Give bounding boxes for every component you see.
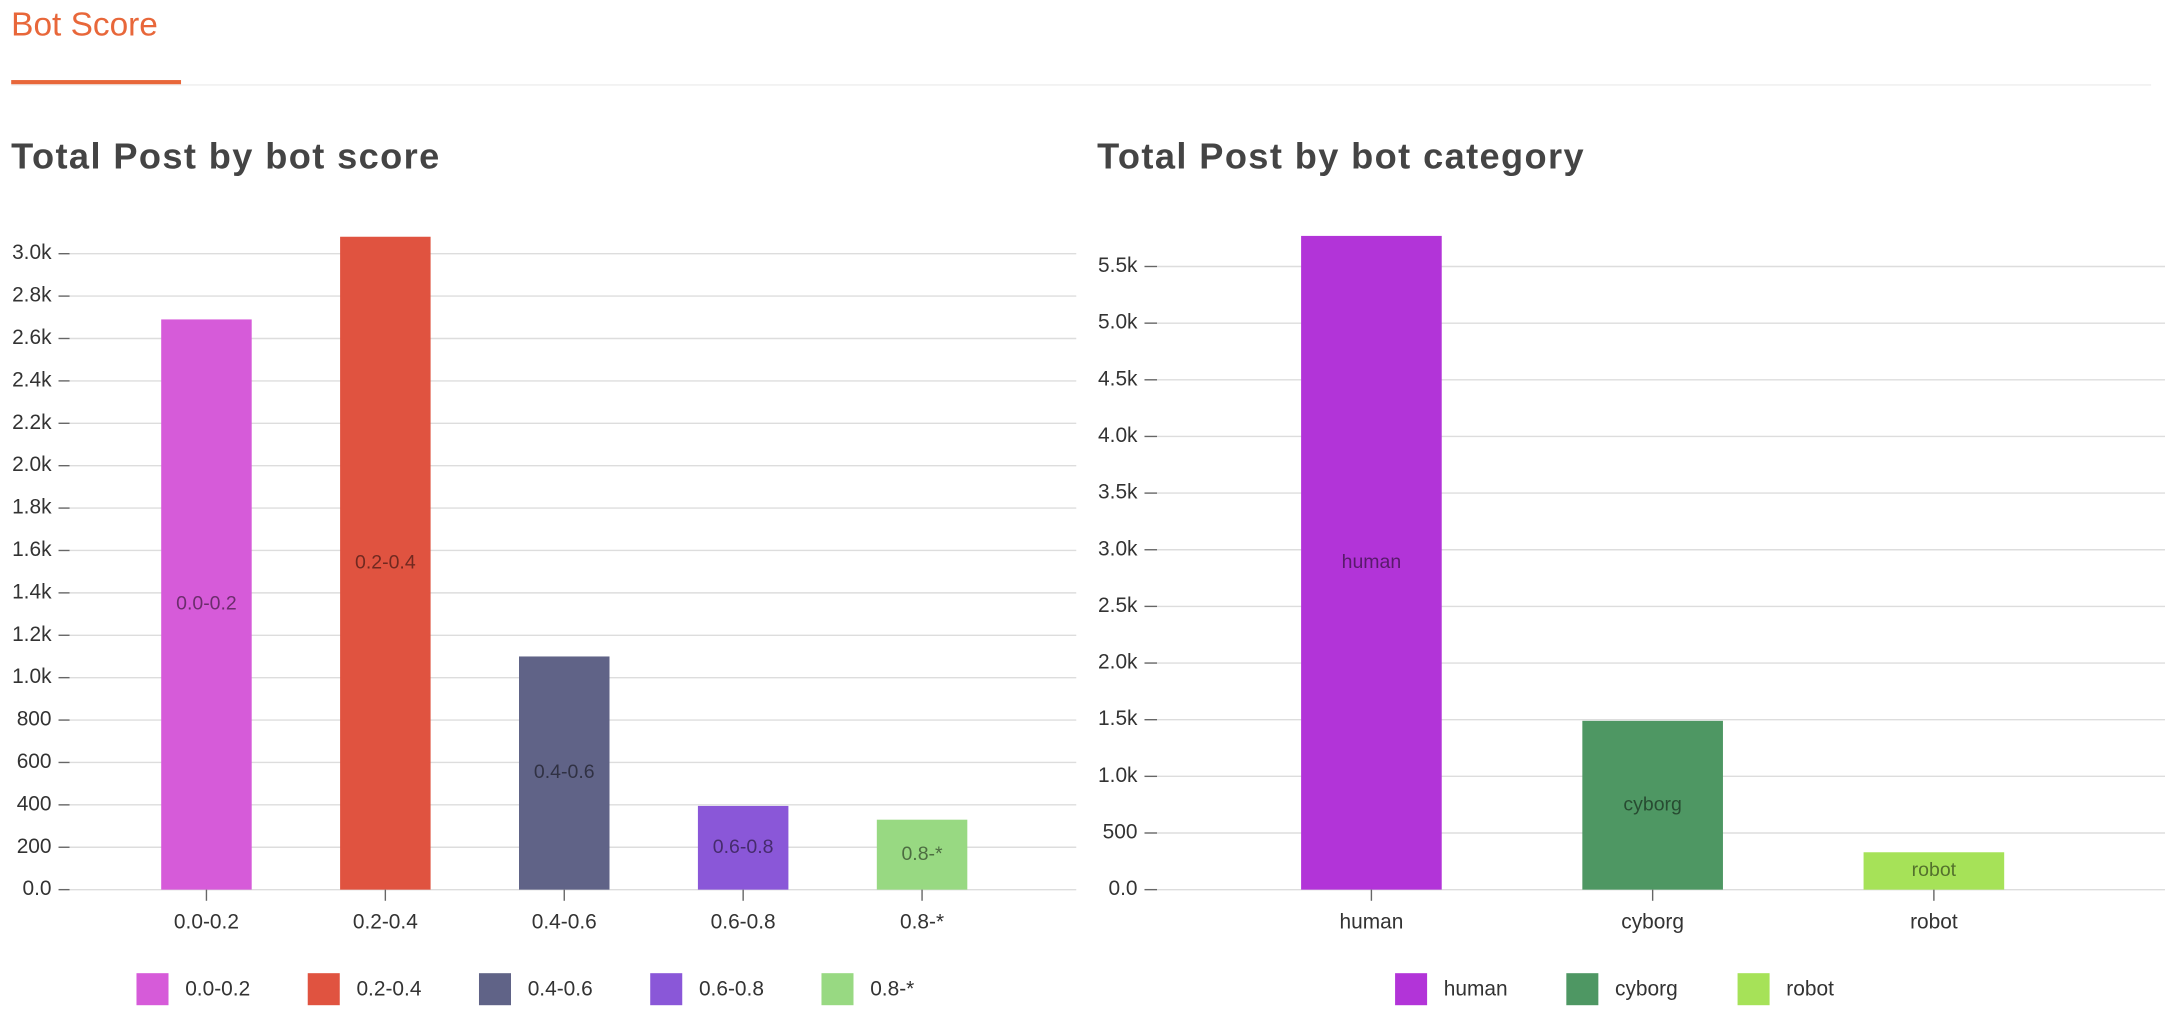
y-tick-label: 2.2k bbox=[12, 411, 52, 434]
legend-swatch bbox=[1737, 973, 1770, 1006]
y-tick-label: 2.6k bbox=[12, 326, 52, 349]
bar-label: robot bbox=[1912, 859, 1957, 881]
y-tick-label: 1.6k bbox=[12, 538, 52, 561]
legend-swatch bbox=[650, 973, 683, 1006]
bar bbox=[340, 236, 431, 890]
bar bbox=[161, 319, 252, 890]
y-tick-label: 600 bbox=[17, 750, 52, 773]
legend-swatch bbox=[821, 973, 854, 1006]
bar-label: cyborg bbox=[1623, 793, 1681, 815]
y-tick-label: 200 bbox=[17, 835, 52, 858]
legend-label: 0.2-0.4 bbox=[356, 977, 421, 1000]
y-tick-label: 0.0 bbox=[23, 877, 52, 900]
legend-swatch bbox=[1566, 973, 1599, 1006]
legend-label: cyborg bbox=[1615, 977, 1678, 1000]
bar-label: 0.6-0.8 bbox=[713, 836, 774, 858]
y-tick-label: 1.0k bbox=[1098, 764, 1138, 787]
legend-label: 0.0-0.2 bbox=[185, 977, 250, 1000]
x-tick-label: 0.2-0.4 bbox=[353, 911, 418, 934]
y-tick-label: 2.4k bbox=[12, 368, 52, 391]
y-tick-label: 1.5k bbox=[1098, 707, 1138, 730]
legend-swatch bbox=[1395, 973, 1428, 1006]
y-tick-label: 2.0k bbox=[12, 453, 52, 476]
legend-label: human bbox=[1444, 977, 1508, 1000]
bar-label: 0.4-0.6 bbox=[534, 761, 595, 783]
y-tick-label: 1.4k bbox=[12, 580, 52, 603]
legend-label: 0.4-0.6 bbox=[528, 977, 593, 1000]
y-tick-label: 400 bbox=[17, 792, 52, 815]
legend-swatch bbox=[478, 973, 512, 1006]
x-tick-label: 0.4-0.6 bbox=[532, 911, 597, 934]
x-tick-label: 0.8-* bbox=[900, 911, 944, 934]
bar bbox=[1582, 720, 1723, 890]
bar-label: human bbox=[1342, 551, 1402, 573]
y-tick-label: 4.5k bbox=[1098, 367, 1138, 390]
bar-label: 0.8-* bbox=[901, 843, 943, 865]
y-tick-label: 4.0k bbox=[1098, 424, 1138, 447]
bar-label: 0.0-0.2 bbox=[176, 593, 237, 615]
chart-title: Total Post by bot category bbox=[1097, 135, 1585, 176]
bar bbox=[697, 805, 789, 890]
y-tick-label: 1.2k bbox=[12, 623, 52, 646]
x-tick-label: robot bbox=[1910, 911, 1958, 934]
tab-underline bbox=[11, 80, 182, 85]
legend-swatch bbox=[136, 973, 169, 1006]
y-tick-label: 2.5k bbox=[1098, 594, 1138, 617]
bar bbox=[1863, 852, 2005, 890]
x-tick-label: 0.6-0.8 bbox=[711, 911, 776, 934]
y-tick-label: 800 bbox=[17, 708, 52, 731]
legend-label: 0.6-0.8 bbox=[699, 977, 764, 1000]
y-tick-label: 5.5k bbox=[1098, 254, 1138, 277]
y-tick-label: 1.8k bbox=[12, 496, 52, 519]
chart-title: Total Post by bot score bbox=[11, 135, 440, 176]
bar bbox=[519, 656, 610, 890]
x-tick-label: cyborg bbox=[1621, 911, 1684, 934]
tab-title[interactable]: Bot Score bbox=[11, 6, 158, 43]
y-tick-label: 2.0k bbox=[1098, 651, 1138, 674]
x-tick-label: 0.0-0.2 bbox=[174, 911, 239, 934]
bar bbox=[1301, 235, 1442, 890]
y-tick-label: 3.5k bbox=[1098, 481, 1138, 504]
y-tick-label: 5.0k bbox=[1098, 311, 1138, 334]
bar bbox=[876, 819, 968, 890]
legend-label: robot bbox=[1786, 977, 1834, 1000]
legend-swatch bbox=[307, 973, 340, 1006]
legend-label: 0.8-* bbox=[870, 977, 914, 1000]
y-tick-label: 3.0k bbox=[12, 241, 52, 264]
y-tick-label: 500 bbox=[1103, 821, 1138, 844]
y-tick-label: 0.0 bbox=[1108, 877, 1137, 900]
x-tick-label: human bbox=[1339, 911, 1403, 934]
y-tick-label: 1.0k bbox=[12, 665, 52, 688]
bar-label: 0.2-0.4 bbox=[355, 551, 416, 573]
y-tick-label: 2.8k bbox=[12, 284, 52, 307]
y-tick-label: 3.0k bbox=[1098, 537, 1138, 560]
